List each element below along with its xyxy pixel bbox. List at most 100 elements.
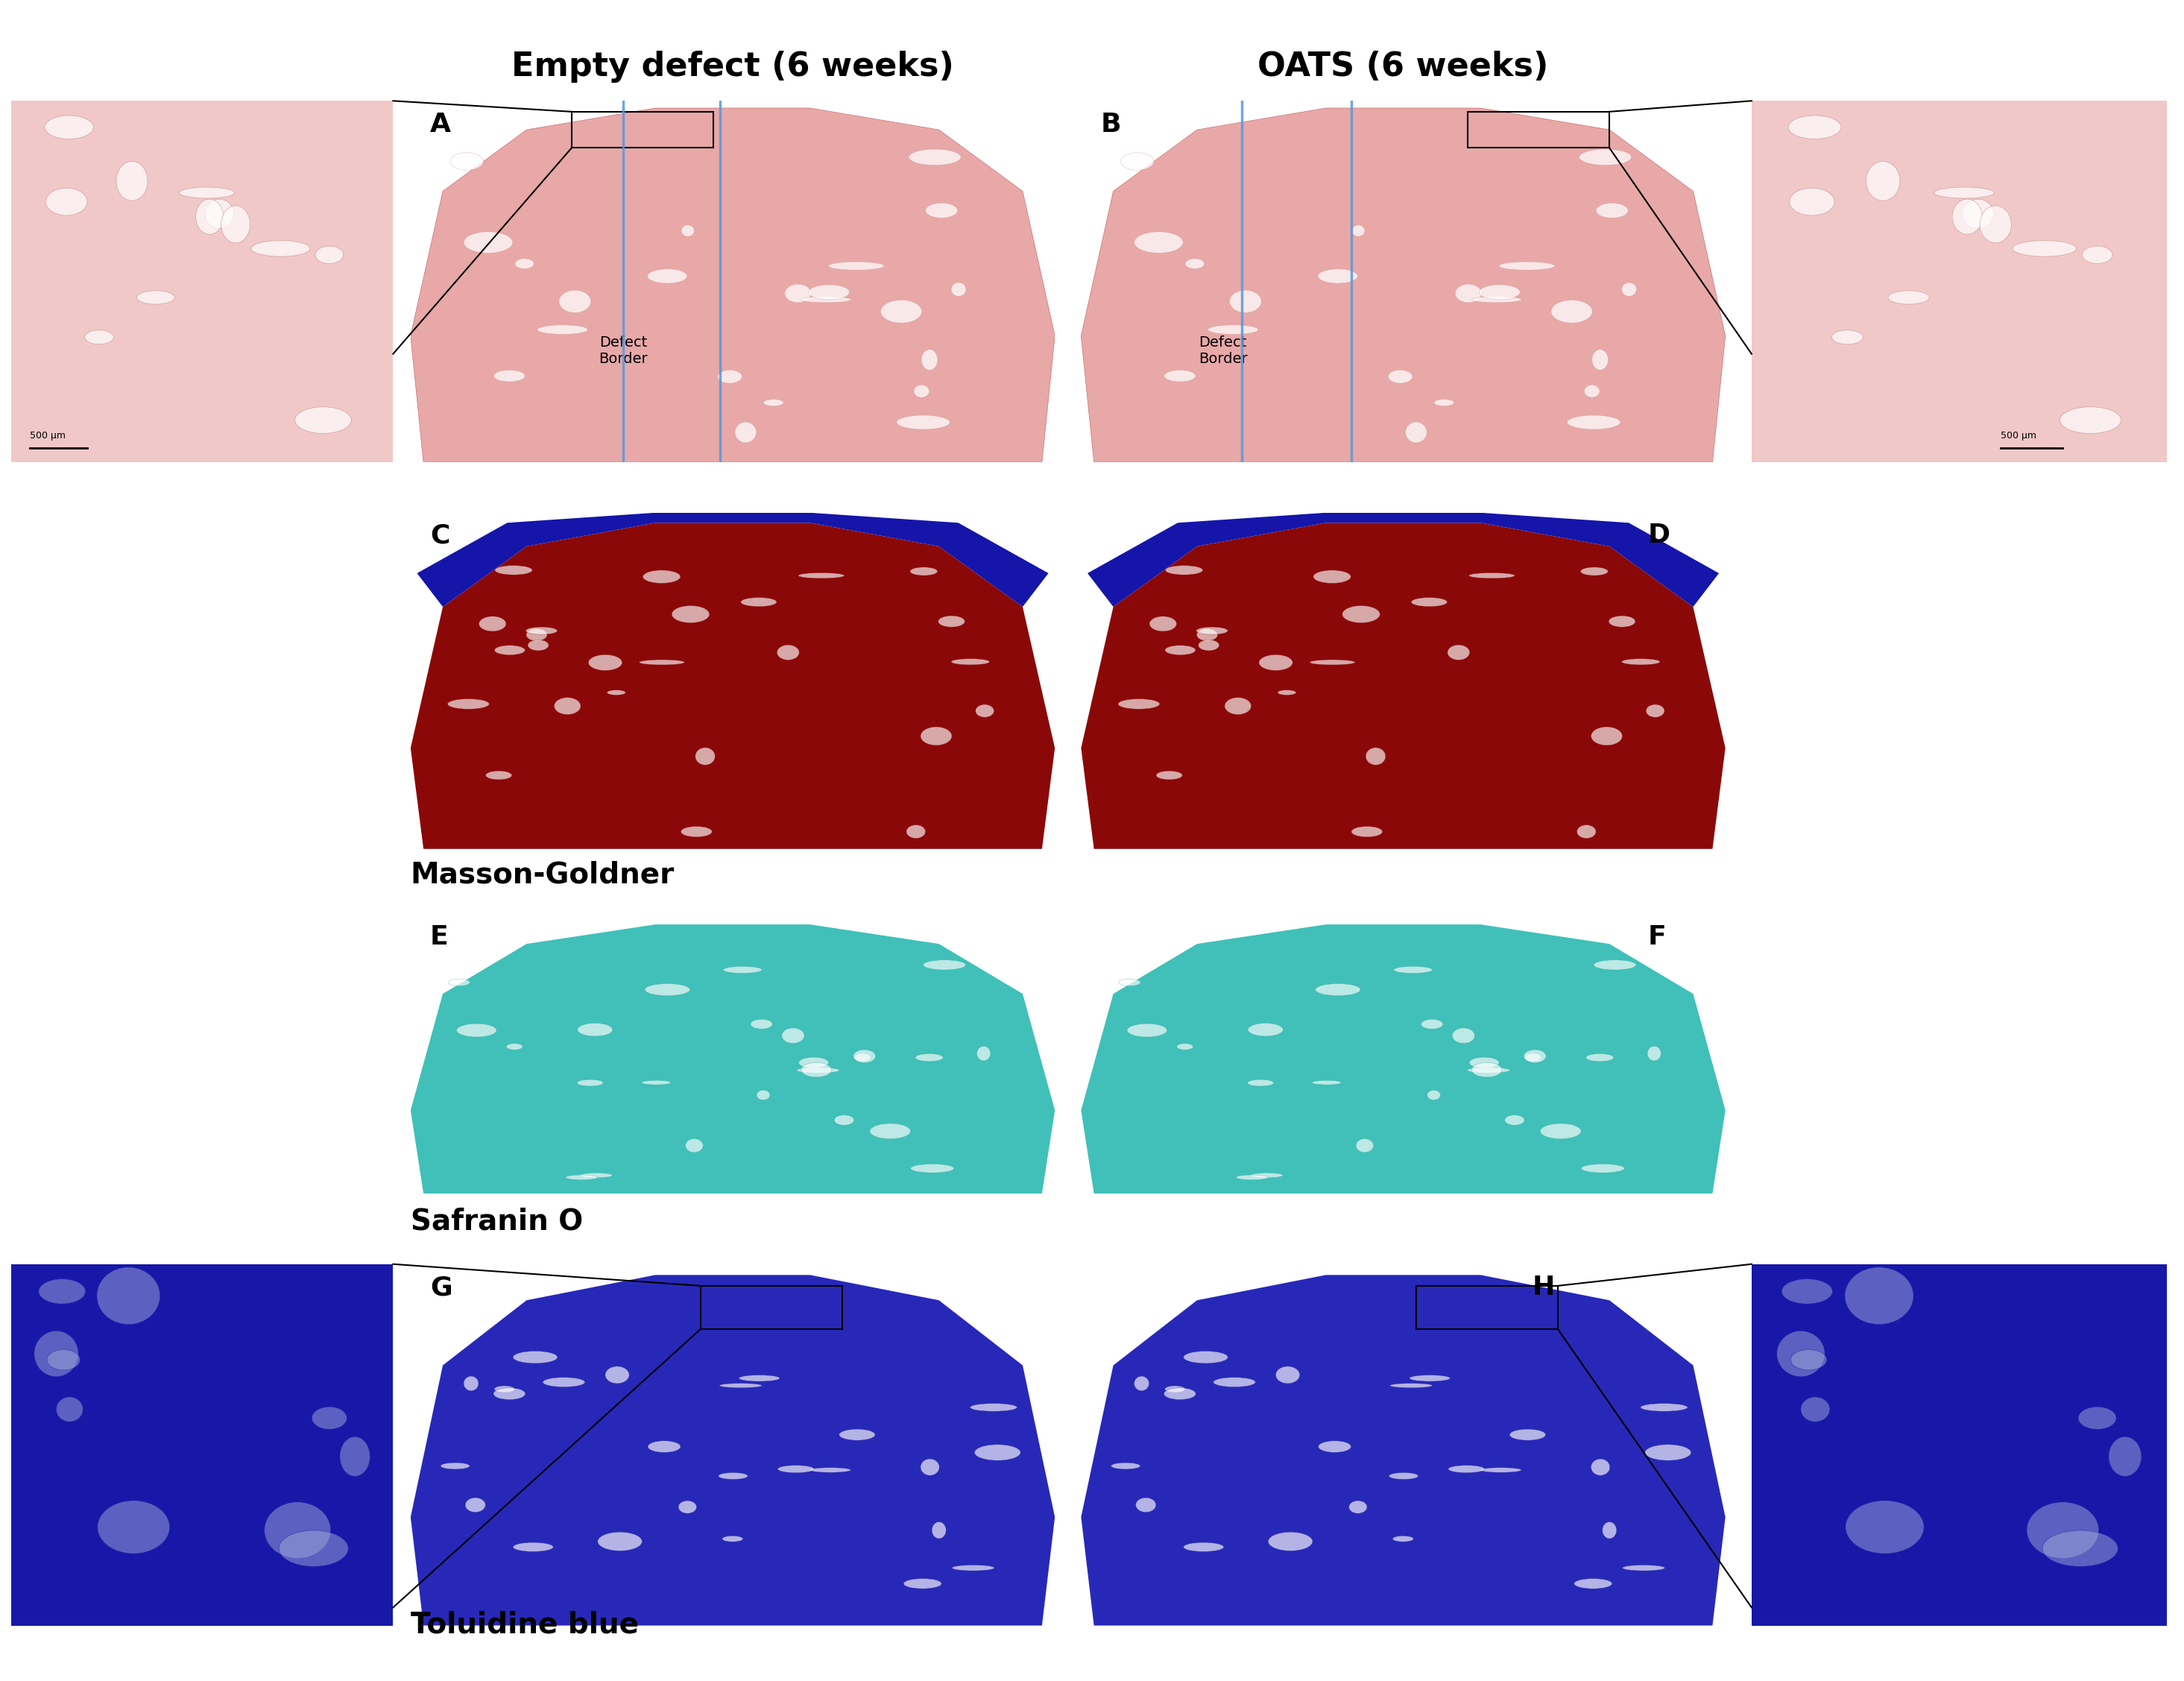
Ellipse shape bbox=[736, 422, 756, 442]
Ellipse shape bbox=[544, 1377, 585, 1387]
Ellipse shape bbox=[465, 1498, 485, 1513]
Ellipse shape bbox=[1177, 1044, 1192, 1051]
Ellipse shape bbox=[778, 1466, 815, 1473]
Text: Safranin O: Safranin O bbox=[411, 1207, 583, 1236]
Ellipse shape bbox=[1782, 1279, 1832, 1304]
Ellipse shape bbox=[494, 1389, 526, 1400]
Ellipse shape bbox=[1164, 1385, 1186, 1392]
Ellipse shape bbox=[456, 1024, 496, 1037]
Polygon shape bbox=[411, 925, 1055, 1194]
Ellipse shape bbox=[264, 1503, 330, 1558]
Ellipse shape bbox=[1524, 1049, 1546, 1062]
Ellipse shape bbox=[1865, 161, 1900, 200]
Ellipse shape bbox=[314, 245, 343, 264]
Ellipse shape bbox=[85, 329, 114, 345]
Ellipse shape bbox=[1350, 1501, 1367, 1513]
Ellipse shape bbox=[1247, 1079, 1273, 1086]
Ellipse shape bbox=[1127, 1024, 1166, 1037]
Ellipse shape bbox=[537, 324, 587, 335]
Ellipse shape bbox=[1540, 1123, 1581, 1138]
Ellipse shape bbox=[1455, 284, 1481, 303]
Ellipse shape bbox=[98, 1501, 170, 1553]
Ellipse shape bbox=[221, 205, 251, 244]
Ellipse shape bbox=[1789, 188, 1835, 215]
Ellipse shape bbox=[898, 415, 950, 429]
Ellipse shape bbox=[797, 1067, 839, 1072]
Ellipse shape bbox=[96, 1267, 159, 1325]
Ellipse shape bbox=[2110, 1437, 2143, 1476]
Ellipse shape bbox=[1789, 116, 1841, 140]
Ellipse shape bbox=[1845, 1267, 1913, 1325]
Ellipse shape bbox=[1610, 615, 1636, 627]
Ellipse shape bbox=[441, 1462, 470, 1469]
Ellipse shape bbox=[681, 225, 695, 237]
Ellipse shape bbox=[1832, 329, 1863, 345]
Ellipse shape bbox=[448, 699, 489, 709]
Text: B: B bbox=[1101, 111, 1120, 138]
Ellipse shape bbox=[1791, 1350, 1826, 1370]
Ellipse shape bbox=[644, 983, 690, 995]
Ellipse shape bbox=[46, 188, 87, 215]
Ellipse shape bbox=[1184, 1352, 1227, 1363]
Ellipse shape bbox=[1479, 284, 1520, 299]
Ellipse shape bbox=[649, 1441, 681, 1452]
Ellipse shape bbox=[496, 565, 533, 575]
Ellipse shape bbox=[906, 825, 926, 839]
Ellipse shape bbox=[1577, 825, 1597, 839]
Text: Defect
Border: Defect Border bbox=[1199, 336, 1247, 366]
Ellipse shape bbox=[526, 627, 557, 634]
Ellipse shape bbox=[1352, 225, 1365, 237]
Ellipse shape bbox=[1112, 1462, 1140, 1469]
Ellipse shape bbox=[44, 116, 94, 140]
Ellipse shape bbox=[1472, 296, 1522, 303]
Ellipse shape bbox=[1470, 1057, 1498, 1067]
Ellipse shape bbox=[1356, 1138, 1374, 1153]
Ellipse shape bbox=[2027, 1503, 2099, 1558]
Ellipse shape bbox=[802, 296, 852, 303]
Text: G: G bbox=[430, 1274, 452, 1301]
Ellipse shape bbox=[1426, 1089, 1441, 1099]
Polygon shape bbox=[411, 523, 1055, 849]
Ellipse shape bbox=[1275, 1367, 1299, 1383]
Ellipse shape bbox=[138, 291, 175, 304]
Ellipse shape bbox=[640, 659, 684, 666]
Ellipse shape bbox=[915, 1054, 943, 1061]
Ellipse shape bbox=[909, 150, 961, 165]
Ellipse shape bbox=[1963, 200, 1994, 229]
Ellipse shape bbox=[494, 646, 524, 656]
Ellipse shape bbox=[526, 629, 548, 640]
Ellipse shape bbox=[1164, 1389, 1197, 1400]
Ellipse shape bbox=[598, 1531, 642, 1552]
Ellipse shape bbox=[1505, 1115, 1524, 1125]
Bar bbox=[572, 111, 714, 148]
Ellipse shape bbox=[46, 1350, 81, 1370]
Ellipse shape bbox=[911, 566, 937, 575]
Ellipse shape bbox=[646, 269, 688, 284]
Polygon shape bbox=[1081, 523, 1725, 849]
Ellipse shape bbox=[686, 1138, 703, 1153]
Ellipse shape bbox=[854, 1054, 871, 1062]
Text: 500 µm: 500 µm bbox=[31, 430, 66, 440]
Ellipse shape bbox=[681, 827, 712, 837]
Ellipse shape bbox=[719, 370, 743, 383]
Ellipse shape bbox=[1352, 827, 1382, 837]
Ellipse shape bbox=[1197, 629, 1219, 640]
Ellipse shape bbox=[529, 640, 548, 651]
Ellipse shape bbox=[970, 1404, 1018, 1412]
Ellipse shape bbox=[723, 967, 762, 973]
Ellipse shape bbox=[738, 1375, 780, 1382]
Ellipse shape bbox=[39, 1279, 85, 1304]
Ellipse shape bbox=[1887, 291, 1928, 304]
Ellipse shape bbox=[35, 1331, 79, 1377]
Ellipse shape bbox=[1164, 646, 1195, 656]
Ellipse shape bbox=[828, 262, 885, 271]
Ellipse shape bbox=[1315, 983, 1361, 995]
Ellipse shape bbox=[577, 1024, 612, 1035]
Ellipse shape bbox=[1979, 205, 2011, 244]
Bar bbox=[1415, 1286, 1557, 1330]
Ellipse shape bbox=[1313, 1081, 1341, 1084]
Ellipse shape bbox=[784, 284, 810, 303]
Ellipse shape bbox=[1481, 1468, 1522, 1473]
Ellipse shape bbox=[695, 748, 714, 765]
Ellipse shape bbox=[799, 573, 845, 578]
